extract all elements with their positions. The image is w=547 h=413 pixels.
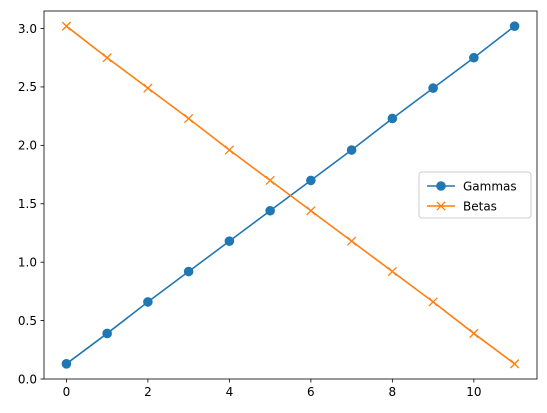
- data-point-betas-stroke: [469, 328, 479, 339]
- data-point-betas-stroke: [306, 206, 316, 216]
- data-point-betas: [265, 175, 275, 186]
- data-point-betas: [387, 266, 398, 277]
- data-point-betas-stroke: [224, 145, 235, 155]
- data-point-gammas: [346, 145, 357, 155]
- series-layer: [61, 21, 520, 369]
- data-point-betas: [469, 328, 479, 339]
- data-point-betas-stroke: [428, 297, 438, 307]
- legend-marker-gammas: [436, 181, 446, 191]
- x-tick-label: 0: [63, 385, 71, 399]
- data-point-gammas: [143, 297, 153, 307]
- y-tick-label: 2.5: [18, 80, 37, 94]
- data-point-gammas: [102, 328, 112, 339]
- data-point-betas-stroke: [387, 266, 398, 277]
- plot-area: [43, 10, 538, 380]
- data-point-betas-stroke: [102, 53, 112, 63]
- x-tick-label: 8: [389, 385, 397, 399]
- legend: Gammas Betas: [418, 171, 532, 219]
- y-tick-label: 3.0: [18, 22, 37, 36]
- data-point-betas: [143, 83, 153, 93]
- x-tick-label: 10: [466, 385, 481, 399]
- data-point-gammas: [306, 175, 316, 186]
- data-point-betas: [224, 145, 235, 155]
- y-tick-label: 2.0: [18, 139, 37, 153]
- x-tick-label: 6: [307, 385, 315, 399]
- x-tick-label: 2: [144, 385, 152, 399]
- data-point-gammas: [265, 205, 275, 216]
- data-point-gammas: [428, 83, 438, 93]
- x-axis: 0 2 4 6 8 10: [63, 379, 481, 399]
- data-point-betas: [428, 297, 438, 307]
- x-tick-label: 4: [226, 385, 234, 399]
- legend-label-gammas: Gammas: [463, 179, 517, 193]
- y-tick-label: 1.0: [18, 255, 37, 269]
- data-point-gammas: [183, 266, 194, 277]
- y-tick-label: 0.5: [18, 314, 37, 328]
- data-point-betas-stroke: [265, 175, 275, 186]
- data-point-gammas: [224, 236, 235, 246]
- data-point-gammas: [387, 113, 398, 124]
- y-tick-label: 0.0: [18, 372, 37, 386]
- data-point-betas: [183, 113, 194, 124]
- data-point-betas-stroke: [183, 113, 194, 124]
- data-point-betas-stroke: [61, 21, 72, 31]
- legend-label-betas: Betas: [463, 199, 497, 213]
- data-point-gammas: [469, 52, 479, 63]
- data-point-gammas: [509, 21, 520, 31]
- y-tick-label: 1.5: [18, 197, 37, 211]
- y-axis: 0.0 0.5 1.0 1.5 2.0 2.5 3.0: [18, 22, 44, 386]
- legend-entry-gammas: Gammas: [427, 179, 517, 193]
- legend-entry-betas: Betas: [427, 199, 497, 213]
- data-point-betas: [61, 21, 72, 31]
- data-point-betas: [346, 236, 357, 246]
- series-betas: [61, 21, 520, 369]
- data-point-gammas: [61, 359, 72, 369]
- series-line-betas: [65, 25, 516, 365]
- data-point-betas-stroke: [346, 236, 357, 246]
- data-point-betas-stroke: [509, 359, 520, 369]
- data-point-betas: [306, 206, 316, 216]
- legend-marker-betas: [436, 201, 446, 211]
- axes-frame: [43, 10, 538, 380]
- legend-marker-betas-stroke: [436, 201, 446, 211]
- data-point-betas-stroke: [143, 83, 153, 93]
- data-point-betas: [509, 359, 520, 369]
- data-point-betas: [102, 53, 112, 63]
